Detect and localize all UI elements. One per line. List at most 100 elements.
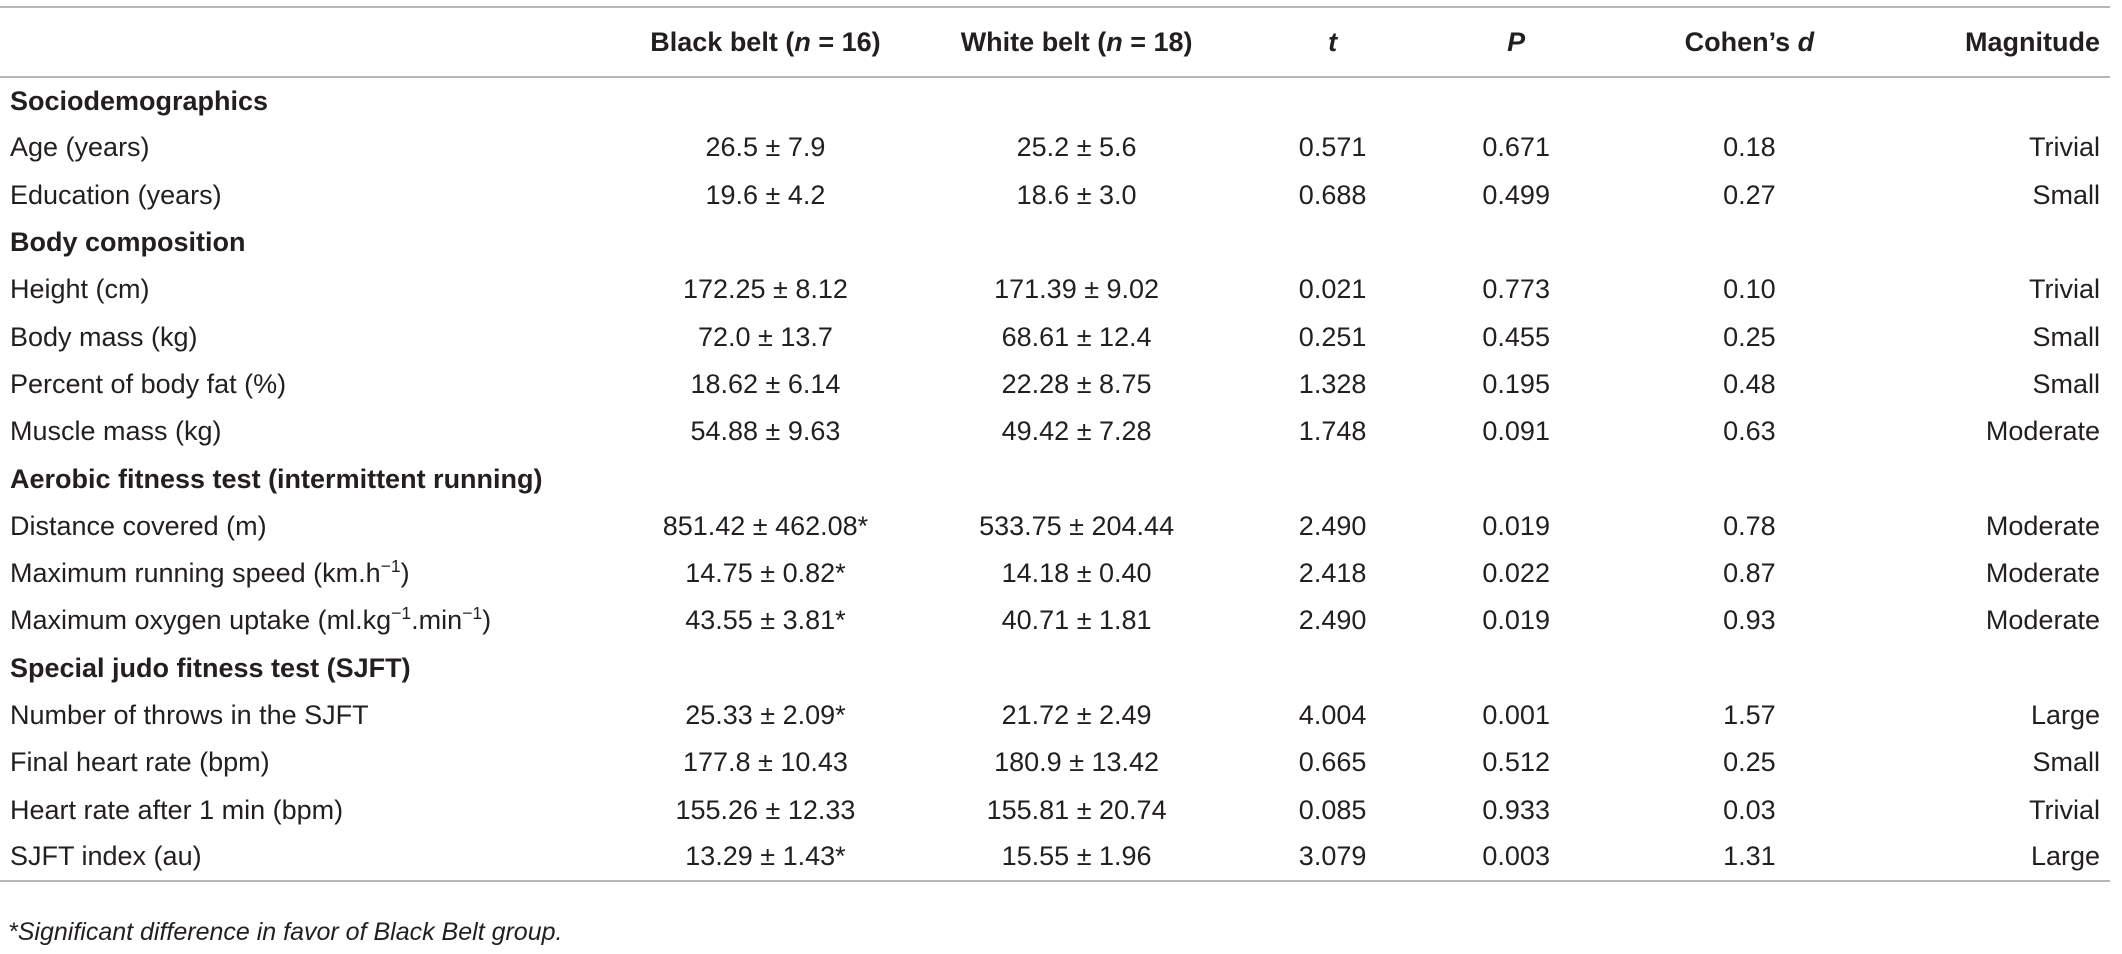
cell-cohens-d: 0.27 (1723, 179, 1776, 210)
cell-magnitude: Trivial (2029, 794, 2100, 825)
header-label-column (0, 7, 619, 78)
cell-p: 0.671 (1482, 132, 1550, 163)
row-label-part: Education (years) (10, 179, 222, 210)
cell-p: 0.022 (1482, 558, 1550, 589)
row-label-part: ) (482, 605, 492, 636)
table-row: Final heart rate (bpm) 177.8 ± 10.43 180.9… (0, 739, 2110, 786)
cell-p: 0.195 (1482, 368, 1550, 399)
section-header-row: Special judo fitness test (SJFT) (0, 645, 2110, 692)
row-label: Education (years) (0, 172, 618, 219)
section-title: Sociodemographics (10, 85, 269, 116)
cell-white-belt: 49.42 ± 7.28 (1001, 416, 1152, 447)
cell-white-belt: 14.18 ± 0.40 (1001, 558, 1152, 589)
cell-white-belt: 15.55 ± 1.96 (912, 833, 1241, 883)
row-label: Height (cm) (0, 266, 618, 313)
cell-white-belt: 21.72 ± 2.49 (1001, 700, 1152, 730)
table-row: Muscle mass (kg) 54.88 ± 9.63 49.42 ± 7.28… (0, 408, 2110, 455)
cell-magnitude: Trivial (2029, 132, 2100, 163)
cell-white-belt: 22.28 ± 8.75 (1001, 368, 1152, 399)
header-cohens-text: Cohen’s (1684, 26, 1798, 57)
table-row: Body mass (kg) 72.0 ± 13.7 68.61 ± 12.4 0.2… (0, 313, 2110, 360)
header-white-belt-count: = 18) (1122, 26, 1193, 57)
cell-black-belt: 851.42 ± 462.08* (662, 510, 869, 541)
cell-black-belt: 172.25 ± 8.12 (682, 274, 848, 305)
row-label: Percent of body fat (%) (0, 361, 618, 408)
row-label: Body mass (kg) (0, 313, 618, 360)
cell-white-belt: 25.2 ± 5.6 (1016, 132, 1137, 163)
cell-p: 0.019 (1482, 605, 1550, 636)
table-body: Sociodemographics Age (years) 26.5 ± 7.9 25… (0, 77, 2110, 883)
row-label-part: Final heart rate (bpm) (10, 747, 270, 778)
table-row: Height (cm) 172.25 ± 8.12 171.39 ± 9.02 0.0… (0, 266, 2110, 313)
cell-black-belt: 72.0 ± 13.7 (697, 321, 833, 352)
cell-cohens-d: 0.10 (1723, 274, 1776, 305)
row-label-part: .min (411, 605, 463, 636)
cell-cohens-d: 0.78 (1723, 510, 1776, 541)
cell-magnitude: Small (2032, 321, 2100, 352)
header-t: t (1240, 7, 1425, 78)
cell-cohens-d: 1.31 (1607, 833, 1891, 883)
results-table: Black belt (n = 16) White belt (n = 18) … (0, 6, 2110, 883)
table-row: Number of throws in the SJFT 25.33 ± 2.09… (0, 692, 2110, 739)
cell-p: 0.003 (1424, 833, 1608, 883)
row-label-part: Distance covered (m) (10, 510, 267, 541)
row-label: Distance covered (m) (0, 503, 618, 550)
cell-t: 1.748 (1298, 416, 1367, 447)
cell-black-belt: 13.29 ± 1.43* (618, 833, 913, 883)
row-label-part: −1 (462, 603, 483, 624)
cell-t: 3.079 (1240, 833, 1425, 883)
cell-t: 0.665 (1298, 747, 1367, 778)
row-label-part: Maximum running speed (km.h (10, 558, 381, 589)
table-header: Black belt (n = 16) White belt (n = 18) … (0, 7, 2110, 78)
cell-t: 2.418 (1298, 558, 1367, 589)
cell-magnitude: Small (2032, 179, 2100, 210)
cell-black-belt: 177.8 ± 10.43 (682, 747, 848, 778)
cell-white-belt: 68.61 ± 12.4 (1001, 321, 1152, 352)
header-white-belt-text: White belt ( (960, 26, 1107, 57)
cell-t: 2.490 (1298, 510, 1367, 541)
cell-t: 4.004 (1298, 700, 1367, 730)
row-label-part: −1 (380, 556, 401, 577)
row-label: Muscle mass (kg) (0, 408, 618, 455)
row-label-part: Percent of body fat (%) (10, 368, 287, 399)
cell-cohens-d: 0.18 (1723, 132, 1776, 163)
row-label: Maximum running speed (km.h−1) (0, 550, 618, 597)
header-row: Black belt (n = 16) White belt (n = 18) … (0, 7, 2110, 78)
row-label-part: Number of throws in the SJFT (10, 700, 369, 730)
cell-white-belt: 40.71 ± 1.81 (1001, 605, 1152, 636)
row-label-part: ) (400, 558, 410, 589)
row-label-part: Heart rate after 1 min (bpm) (10, 794, 344, 825)
row-label-part: SJFT index (au) (10, 841, 202, 872)
cell-magnitude: Moderate (1985, 558, 2100, 589)
cell-t: 0.251 (1298, 321, 1367, 352)
cell-white-belt: 18.6 ± 3.0 (1016, 179, 1137, 210)
row-label-part: Age (years) (10, 132, 150, 163)
cell-p: 0.512 (1482, 747, 1550, 778)
section-header-row: Sociodemographics (0, 77, 2110, 124)
section-title: Aerobic fitness test (intermittent runni… (10, 463, 543, 494)
table-row: Maximum running speed (km.h−1) 14.75 ± 0.… (0, 550, 2110, 597)
header-white-belt-n: n (1106, 26, 1123, 57)
row-label-part: Maximum oxygen uptake (ml.kg (10, 605, 392, 636)
cell-p: 0.091 (1482, 416, 1550, 447)
cell-cohens-d: 0.25 (1723, 747, 1776, 778)
table-row: SJFT index (au) 13.29 ± 1.43* 15.55 ± 1.96… (0, 833, 2110, 883)
header-cohens-d-symbol: d (1797, 26, 1815, 57)
cell-cohens-d: 0.93 (1723, 605, 1776, 636)
cell-black-belt: 19.6 ± 4.2 (705, 179, 826, 210)
cell-cohens-d: 0.87 (1723, 558, 1776, 589)
section-title: Body composition (10, 227, 246, 258)
cell-t: 2.490 (1298, 605, 1367, 636)
cell-t: 0.085 (1298, 794, 1367, 825)
cell-cohens-d: 0.63 (1723, 416, 1776, 447)
cell-p: 0.933 (1482, 794, 1550, 825)
cell-black-belt: 26.5 ± 7.9 (705, 132, 826, 163)
table-row: Distance covered (m) 851.42 ± 462.08* 533.… (0, 503, 2110, 550)
table-row: Percent of body fat (%) 18.62 ± 6.14 22.28… (0, 361, 2110, 408)
cell-magnitude: Moderate (1985, 510, 2100, 541)
cell-t: 0.688 (1298, 179, 1367, 210)
cell-t: 0.021 (1298, 274, 1367, 305)
table-row: Heart rate after 1 min (bpm) 155.26 ± 12.… (0, 786, 2110, 833)
header-magnitude: Magnitude (1890, 7, 2110, 78)
